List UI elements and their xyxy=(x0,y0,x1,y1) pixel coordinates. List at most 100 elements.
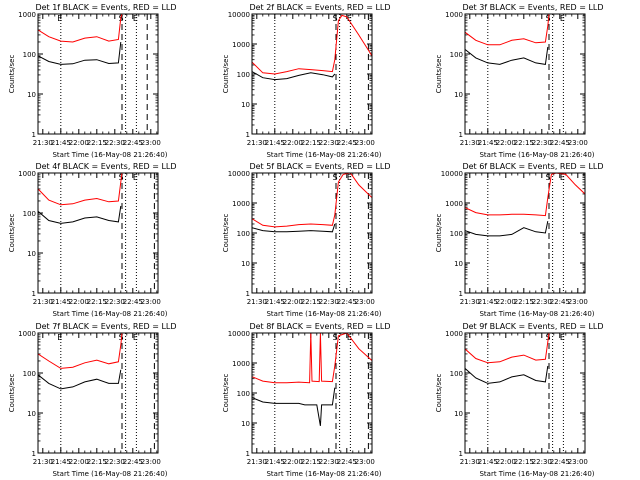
plot-frame xyxy=(37,13,159,135)
y-tick-label: 10 xyxy=(241,101,250,109)
x-tick-label: 22:15 xyxy=(87,298,107,306)
y-tick-label: 1000 xyxy=(445,330,463,338)
x-tick-label: 22:15 xyxy=(514,139,534,147)
x-axis-label: Start Time (16-May-08 21:26:40) xyxy=(266,470,381,478)
marker-label: E xyxy=(57,14,62,23)
x-tick-label: 23:00 xyxy=(141,139,161,147)
series-line-lld xyxy=(38,173,123,206)
x-tick-label: 22:00 xyxy=(283,298,303,306)
y-axis-label: Counts/sec xyxy=(435,214,443,253)
x-tick-label: 22:45 xyxy=(337,458,357,466)
x-tick-label: 21:30 xyxy=(460,139,480,147)
marker-label: E xyxy=(347,14,352,23)
y-tick-label: 10 xyxy=(241,260,250,268)
y-tick-label: 100 xyxy=(450,51,463,59)
series-line-lld xyxy=(465,333,550,364)
x-tick-label: 23:00 xyxy=(568,298,588,306)
y-axis-label: Counts/sec xyxy=(8,214,16,253)
plot-frame xyxy=(464,172,586,294)
series-line-events xyxy=(38,41,122,65)
x-tick-label: 22:15 xyxy=(87,139,107,147)
x-tick-label: 22:15 xyxy=(514,458,534,466)
x-tick-label: 22:15 xyxy=(301,298,321,306)
series-group xyxy=(252,333,372,426)
y-tick-label: 10 xyxy=(454,260,463,268)
series-line-lld xyxy=(252,333,372,384)
series-group xyxy=(38,333,123,390)
x-tick-label: 23:00 xyxy=(355,298,375,306)
marker-label: S xyxy=(545,173,550,182)
x-tick-label: 22:45 xyxy=(337,298,357,306)
panel-title: Det 4f BLACK = Events, RED = LLD xyxy=(35,162,176,171)
y-tick-label: 10 xyxy=(241,420,250,428)
plot-frame xyxy=(464,332,586,454)
y-tick-label: 100 xyxy=(237,390,250,398)
x-axis-label: Start Time (16-May-08 21:26:40) xyxy=(266,151,381,159)
plot-frame xyxy=(464,13,586,135)
y-tick-label: 10 xyxy=(27,410,36,418)
x-tick-label: 22:30 xyxy=(532,298,552,306)
panel-7: Det 7f BLACK = Events, RED = LLD Counts/s… xyxy=(8,322,177,478)
x-tick-label: 21:45 xyxy=(265,458,285,466)
series-group xyxy=(465,333,550,384)
marker-label: S xyxy=(332,14,337,23)
y-tick-label: 1000 xyxy=(445,11,463,19)
x-tick-label: 21:45 xyxy=(478,298,498,306)
y-tick-label: 100 xyxy=(23,210,36,218)
marker-label: E xyxy=(347,333,352,342)
y-tick-label: 1000 xyxy=(18,11,36,19)
series-group xyxy=(465,14,550,65)
marker-label: E xyxy=(133,333,138,342)
x-tick-label: 22:00 xyxy=(283,458,303,466)
marker-label: S xyxy=(118,333,123,342)
x-tick-label: 21:30 xyxy=(247,458,267,466)
series-group xyxy=(465,173,585,237)
series-line-lld xyxy=(465,173,585,217)
x-axis-label: Start Time (16-May-08 21:26:40) xyxy=(479,151,594,159)
x-tick-label: 22:15 xyxy=(301,139,321,147)
y-tick-label: 1 xyxy=(459,131,463,139)
y-tick-label: 10000 xyxy=(228,330,250,338)
x-tick-label: 21:45 xyxy=(478,458,498,466)
x-tick-label: 21:45 xyxy=(478,139,498,147)
y-tick-label: 100 xyxy=(237,230,250,238)
y-tick-label: 10 xyxy=(27,250,36,258)
series-line-events xyxy=(252,71,336,81)
x-tick-label: 21:30 xyxy=(247,298,267,306)
y-tick-label: 10 xyxy=(454,410,463,418)
plot-frame xyxy=(251,332,373,454)
x-tick-label: 22:30 xyxy=(319,298,339,306)
y-tick-label: 1000 xyxy=(18,170,36,178)
marker-label: E xyxy=(133,173,138,182)
y-axis-label: Counts/sec xyxy=(222,374,230,413)
marker-label: E xyxy=(560,173,565,182)
y-tick-label: 1000 xyxy=(445,200,463,208)
x-axis-label: Start Time (16-May-08 21:26:40) xyxy=(52,151,167,159)
panel-8: Det 8f BLACK = Events, RED = LLD Counts/s… xyxy=(222,322,391,478)
series-line-lld xyxy=(252,14,372,75)
marker-label: E xyxy=(560,333,565,342)
x-tick-label: 22:00 xyxy=(496,298,516,306)
panel-5: Det 5f BLACK = Events, RED = LLD Counts/s… xyxy=(222,162,391,318)
panel-title: Det 3f BLACK = Events, RED = LLD xyxy=(462,3,603,12)
series-line-events xyxy=(252,387,336,426)
x-tick-label: 23:00 xyxy=(141,458,161,466)
x-tick-label: 23:00 xyxy=(355,139,375,147)
x-tick-label: 23:00 xyxy=(568,458,588,466)
y-axis-label: Counts/sec xyxy=(8,374,16,413)
x-tick-label: 22:00 xyxy=(496,458,516,466)
x-tick-label: 21:45 xyxy=(265,139,285,147)
series-line-lld xyxy=(38,333,123,369)
plot-frame xyxy=(37,332,159,454)
plot-frame xyxy=(37,172,159,294)
x-tick-label: 21:45 xyxy=(51,139,71,147)
x-tick-label: 22:30 xyxy=(532,458,552,466)
series-group xyxy=(252,14,372,81)
marker-label: S xyxy=(332,333,337,342)
panel-4: Det 4f BLACK = Events, RED = LLD Counts/s… xyxy=(8,162,177,318)
plot-frame xyxy=(251,172,373,294)
x-tick-label: 23:00 xyxy=(568,139,588,147)
y-tick-label: 1 xyxy=(459,450,463,458)
plot-frame xyxy=(251,13,373,135)
